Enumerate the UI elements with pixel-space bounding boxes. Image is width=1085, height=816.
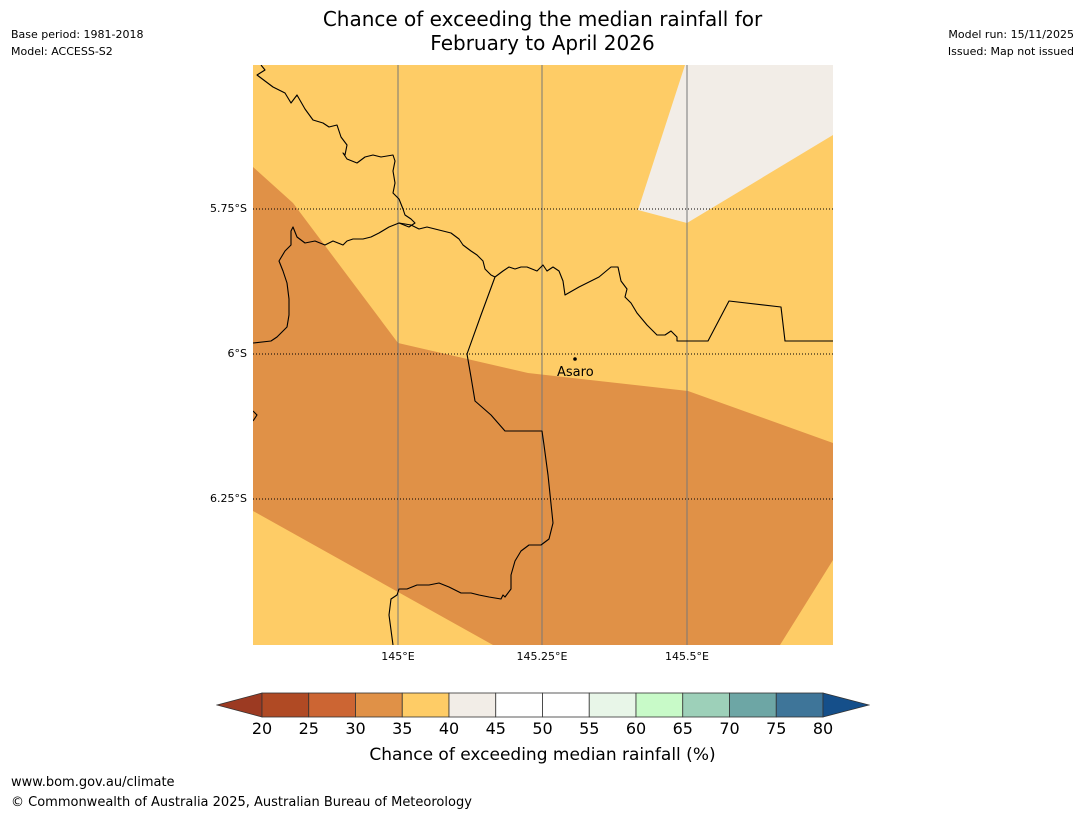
colorbar-tick-label: 45 [485,719,506,738]
colorbar-swatch-c65_70 [682,692,730,718]
colorbar-tick-label: 35 [392,719,413,738]
latitude-gridlines [253,208,833,500]
model-name: Model: ACCESS-S2 [11,45,113,58]
colorbar-extend-high [822,692,870,718]
colorbar-tick-label: 55 [579,719,600,738]
colorbar-tick-label: 30 [345,719,366,738]
colorbar-extend-low [216,692,263,718]
place-marker [573,357,577,361]
colorbar-tick-label: 20 [251,719,273,738]
lat-label-6: 6°S [227,347,247,360]
colorbar-tick-label: 60 [625,719,647,738]
lon-label-145: 145°E [381,650,415,663]
lon-label-145-5: 145.5°E [665,650,709,663]
meta-right: Model run: 15/11/2025 Issued: Map not is… [948,26,1074,60]
footer-copyright: © Commonwealth of Australia 2025, Austra… [11,795,472,810]
colorbar-swatch-c55_60 [588,692,637,718]
lat-label-6-25: 6.25°S [210,492,247,505]
rainfall-map [253,65,833,645]
lat-label-5-75: 5.75°S [210,202,247,215]
model-run: Model run: 15/11/2025 [948,28,1074,41]
colorbar-tick-label: 70 [719,719,740,738]
longitude-gridlines [397,65,688,645]
colorbar-tick-label: 40 [438,719,460,738]
meta-left: Base period: 1981-2018 Model: ACCESS-S2 [11,26,143,60]
colorbar-swatch-c20_25 [261,692,310,718]
colorbar-swatch-c70_75 [729,692,777,718]
place-label: Asaro [557,365,594,380]
colorbar-tick-label: 80 [812,719,834,738]
colorbar-swatch-c40_45 [448,692,497,718]
colorbar-swatch-c45_50 [495,692,543,718]
colorbar-swatch-c25_30 [308,692,356,718]
map-title-line2: February to April 2026 [430,31,655,55]
lon-label-145-25: 145.25°E [516,650,568,663]
province-boundaries [253,65,833,645]
colorbar-swatch-c60_65 [635,692,684,718]
base-period: Base period: 1981-2018 [11,28,144,41]
colorbar-swatch-c50_55 [542,692,590,718]
colorbar-tick-label: 50 [532,719,553,738]
colorbar-label: Chance of exceeding median rainfall (%) [369,745,716,765]
colorbar-tick-label: 65 [672,719,693,738]
colorbar-swatch-c30_35 [355,692,403,718]
colorbar-tick-label: 75 [766,719,787,738]
map-title-line1: Chance of exceeding the median rainfall … [322,7,763,31]
map-title: Chance of exceeding the median rainfall … [0,7,1085,55]
colorbar [216,692,870,718]
issued-status: Issued: Map not issued [947,45,1074,58]
footer-url: www.bom.gov.au/climate [11,775,175,790]
colorbar-swatch-c75_80 [775,692,824,718]
colorbar-tick-label: 25 [298,719,319,738]
colorbar-swatch-c35_40 [401,692,450,718]
